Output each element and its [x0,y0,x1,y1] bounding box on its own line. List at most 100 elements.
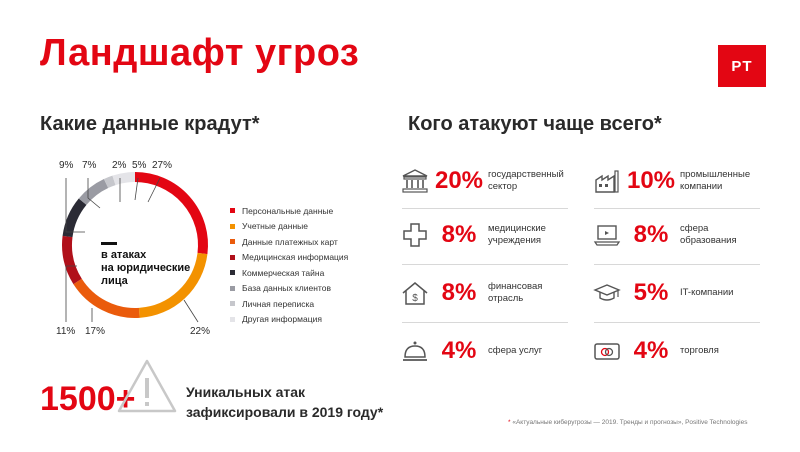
row-divider [402,322,568,323]
attacks-description-line: Уникальных атак [186,384,306,400]
stolen-data-heading: Какие данные крадут* [40,113,260,135]
donut-segment [73,278,140,318]
row-divider [594,208,760,209]
legend-item: Коммерческая тайна [230,265,348,281]
legend-swatch [230,208,235,214]
donut-percent-label: 17% [85,326,106,337]
attacks-description-line: зафиксировали в 2019 году* [186,404,384,420]
row-divider [594,264,760,265]
house-dollar-icon: $ [400,278,430,308]
attacks-description: Уникальных атак зафиксировали в 2019 год… [186,382,383,422]
data-type-donut-chart [62,172,208,323]
footnote-star: * [508,419,511,426]
sector-industry: 10% промышленные компании [592,166,750,196]
legend-swatch [230,239,235,245]
graduation-cap-icon [592,278,622,308]
center-label-line: лица [101,275,128,287]
legend-item: Медицинская информация [230,250,348,266]
targets-heading: Кого атакуют чаще всего* [408,113,662,135]
legend-label: Учетные данные [242,221,308,232]
warning-icon [117,359,177,413]
leader-line-27 [147,177,161,203]
laptop-icon [592,220,622,250]
donut-percent-label: 27% [152,160,173,171]
donut-segment [62,235,82,285]
pt-logo: PT [718,45,766,87]
sector-label: сфера образования [680,223,737,246]
sector-label: финансовая отрасль [488,281,543,304]
medical-cross-icon [400,220,430,250]
sector-trade: 4% торговля [592,336,719,366]
sector-government: 20% государственный сектор [400,166,564,196]
legend-label: Другая информация [242,314,322,325]
sector-label: торговля [680,345,719,356]
legend-item: Учетные данные [230,219,348,235]
center-label-line: на юридические [101,262,191,274]
sector-percent: 10% [626,167,676,194]
sector-percent: 4% [633,337,669,364]
sector-label: государственный сектор [488,169,564,192]
sector-medical: 8% медицинские учреждения [400,220,546,250]
donut-segment [138,252,208,318]
donut-percent-label: 2% [112,160,127,171]
legend-swatch [230,301,235,307]
footnote-text: «Актуальные киберугрозы — 2019. Тренды и… [512,419,748,426]
legend-swatch [230,223,235,229]
donut-percent-label: 7% [82,160,97,171]
sector-finance: $ 8% финансовая отрасль [400,278,542,308]
sector-percent: 20% [434,167,484,194]
sector-services: 4% сфера услуг [400,336,542,366]
chart-legend: Персональные данные Учетные данные Данные … [230,203,348,327]
donut-segment [103,175,116,189]
sector-percent: 4% [441,337,477,364]
legend-label: Коммерческая тайна [242,267,325,278]
bank-icon [400,166,430,196]
legend-swatch [230,316,235,322]
leader-line-22 [183,299,199,323]
credit-card-icon [592,336,622,366]
center-label-bar [101,242,117,245]
legend-label: Персональные данные [242,205,334,216]
legend-swatch [230,270,235,276]
sector-percent: 8% [633,221,669,248]
donut-center-label: в атаках на юридические лица [101,249,190,288]
donut-segments [62,172,208,318]
donut-segment [112,172,136,186]
legend-swatch [230,254,235,260]
sector-percent: 8% [441,221,477,248]
row-divider [594,322,760,323]
donut-percent-label: 5% [132,160,147,171]
service-bell-icon [400,336,430,366]
donut-segment [78,178,109,205]
legend-item: Данные платежных карт [230,234,348,250]
source-footnote: * «Актуальные киберугрозы — 2019. Тренды… [508,419,747,426]
row-divider [402,208,568,209]
row-divider [402,264,568,265]
sector-label: медицинские учреждения [488,223,546,246]
sector-education: 8% сфера образования [592,220,737,250]
donut-segment [134,172,208,255]
donut-percent-label: 11% [56,326,76,337]
legend-item: Персональные данные [230,203,348,219]
leader-line-11 [65,265,77,322]
sector-label: промышленные компании [680,169,751,192]
factory-icon [592,166,622,196]
center-label-line: в атаках [101,249,147,261]
donut-segment [62,198,87,238]
legend-item: База данных клиентов [230,281,348,297]
page-title: Ландшафт угроз [40,32,360,74]
sector-it: 5% IT-компании [592,278,733,308]
svg-text:$: $ [412,293,418,304]
legend-item: Другая информация [230,312,348,328]
sector-percent: 5% [633,279,669,306]
legend-label: База данных клиентов [242,283,331,294]
legend-item: Личная переписка [230,296,348,312]
leader-line-9 [65,178,85,233]
legend-label: Медицинская информация [242,252,349,263]
legend-label: Личная переписка [242,298,315,309]
donut-percent-label: 22% [190,326,211,337]
sector-percent: 8% [441,279,477,306]
leader-line-5 [134,177,139,201]
sector-label: IT-компании [680,287,734,298]
donut-percent-label: 9% [59,160,74,171]
